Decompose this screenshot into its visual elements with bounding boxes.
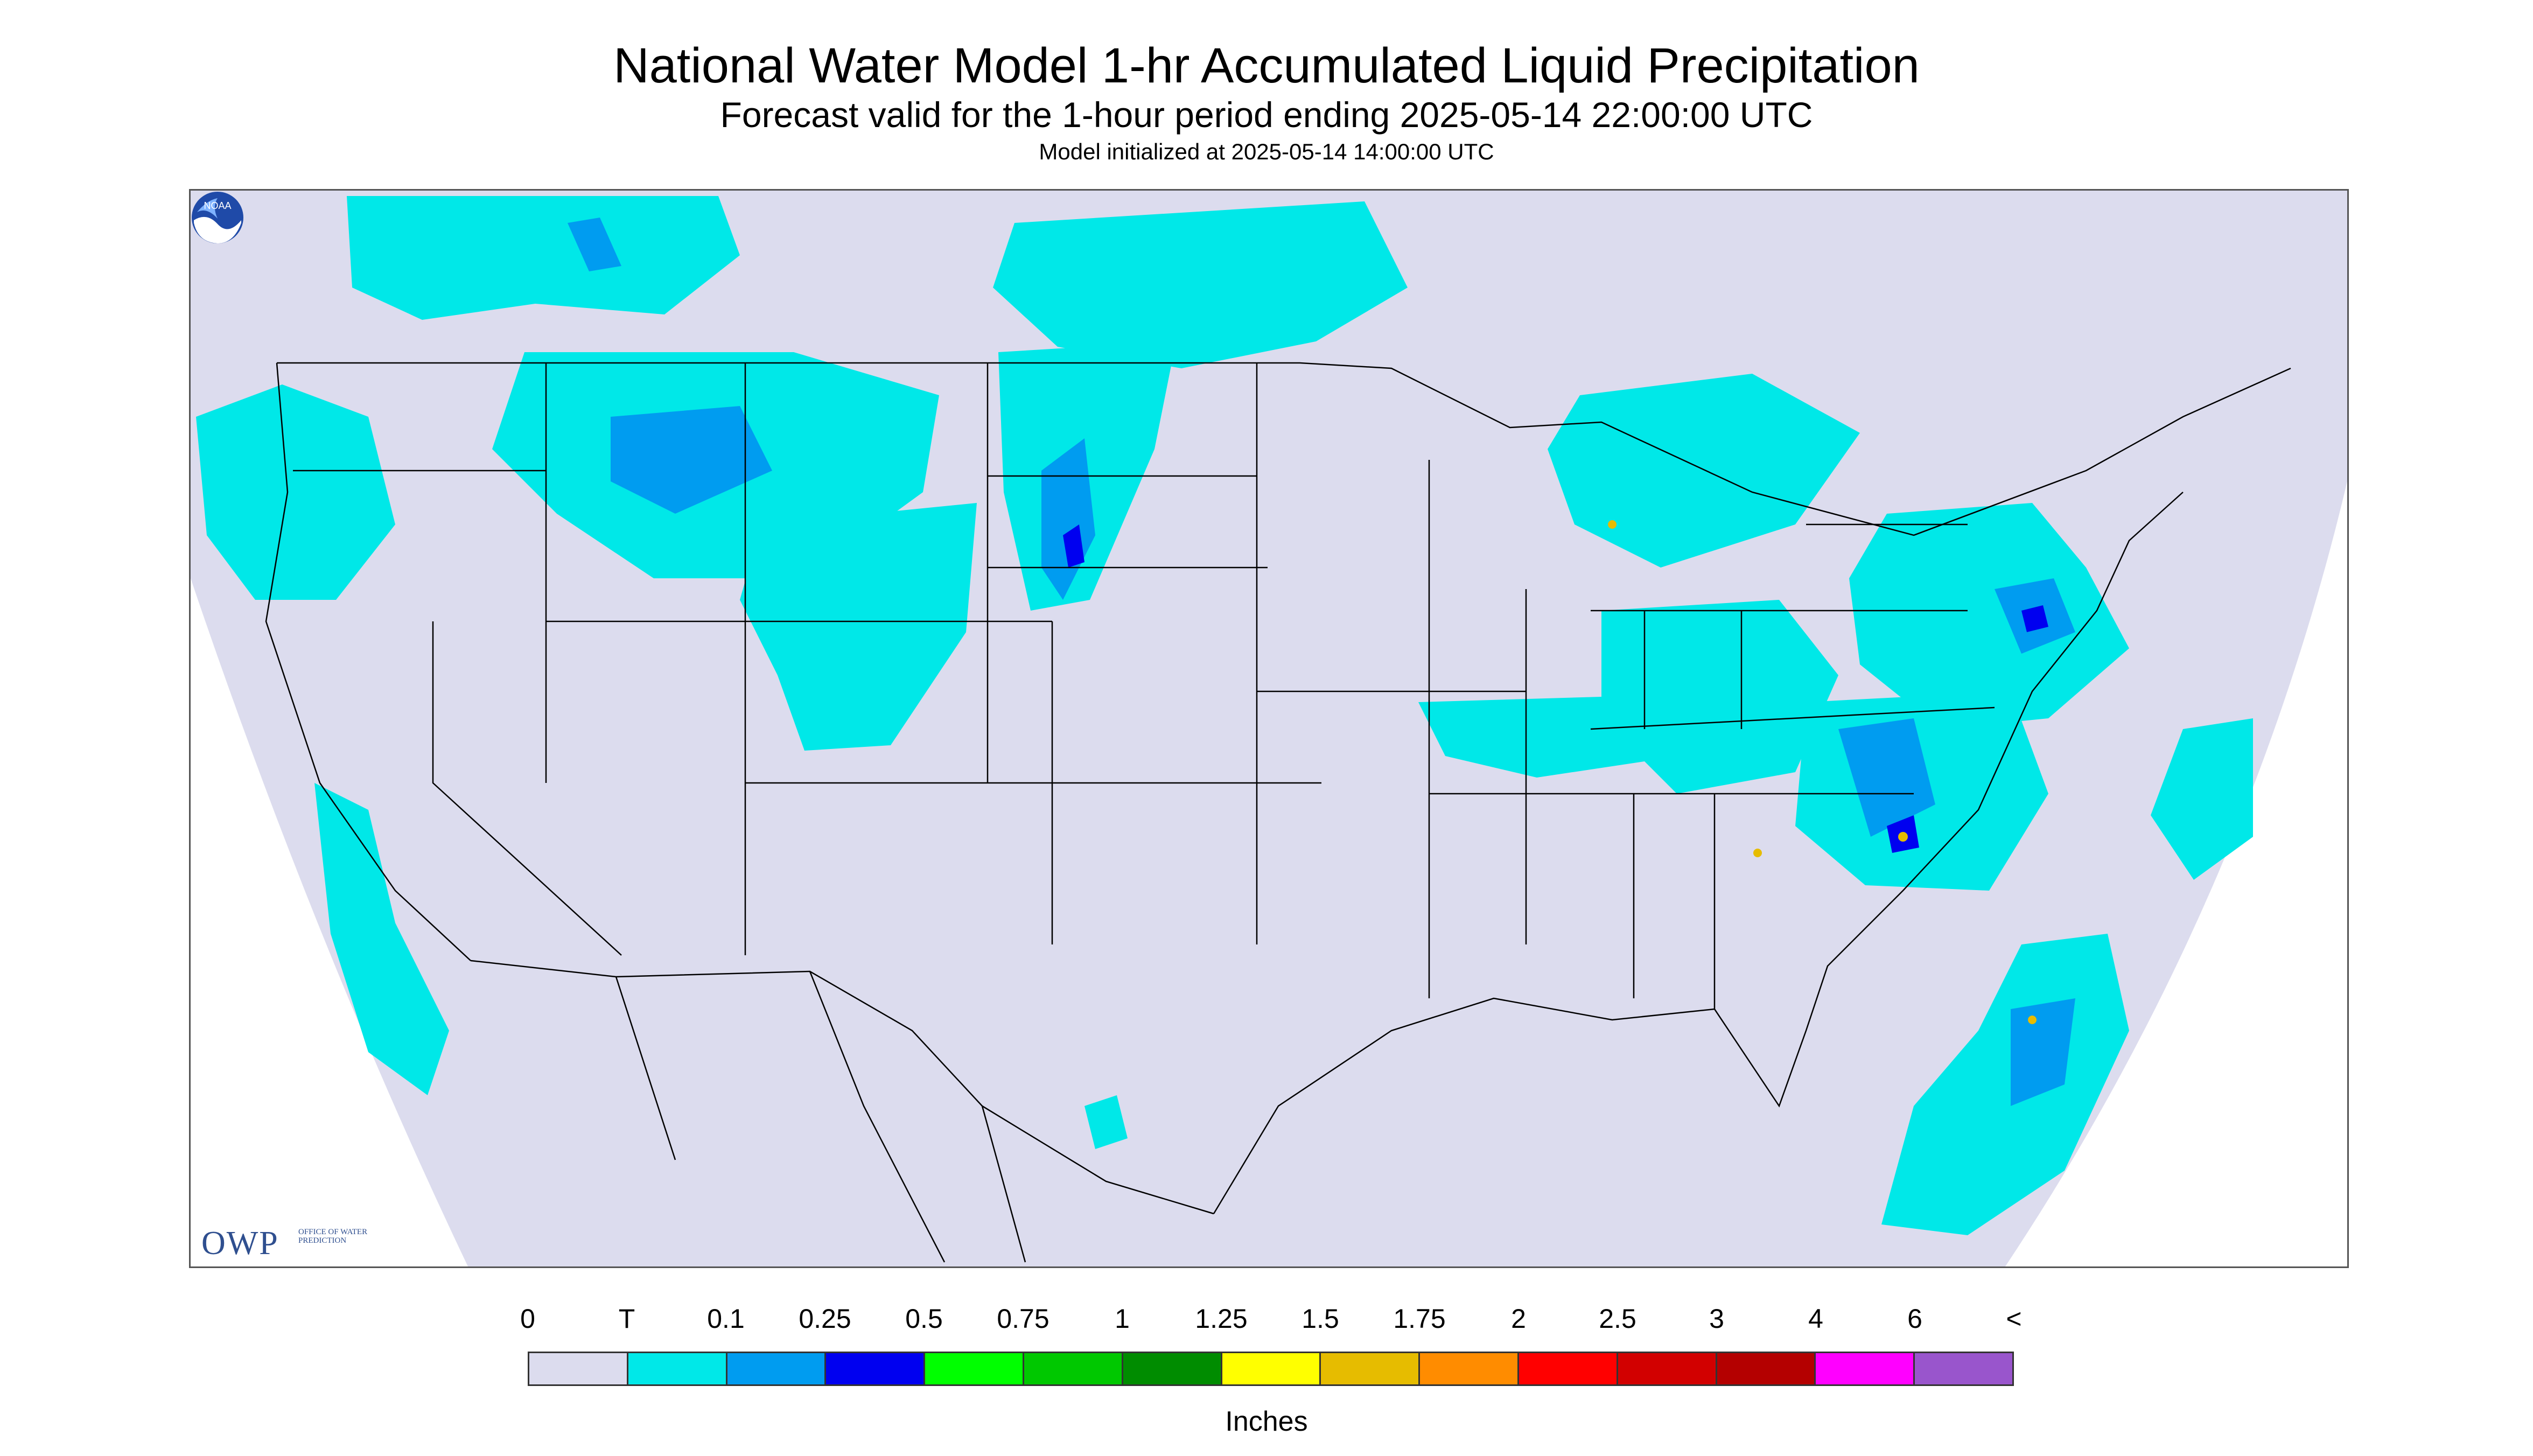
precip-max-northeast: [2021, 605, 2048, 632]
owp-logo-subtitle: OFFICE OF WATER PREDICTION: [298, 1228, 368, 1245]
precipitation-map: OWP OFFICE OF WATER PREDICTION NOAA: [189, 189, 2349, 1268]
legend-tick-label: 0.25: [799, 1304, 851, 1334]
precip-area-canada-north: [347, 196, 740, 320]
legend-swatch: [1915, 1353, 2012, 1384]
legend-swatch: [727, 1353, 827, 1384]
map-subtitle: Forecast valid for the 1-hour period end…: [720, 95, 1813, 135]
legend-tick-label: 1: [1115, 1304, 1130, 1334]
noaa-logo: NOAA: [192, 192, 243, 243]
owp-logo: OWP OFFICE OF WATER PREDICTION: [201, 1224, 374, 1262]
precip-core-virginia: [1838, 718, 1935, 837]
map-canvas: [191, 191, 2347, 1266]
noaa-logo-text: NOAA: [204, 200, 231, 211]
precip-area-mexico-small: [1084, 1095, 1128, 1149]
legend-swatch: [1222, 1353, 1321, 1384]
map-title: National Water Model 1-hr Accumulated Li…: [613, 38, 1920, 93]
precip-area-california-offshore: [314, 783, 449, 1095]
legend-swatch: [1717, 1353, 1816, 1384]
precip-area-great-lakes: [1548, 374, 1860, 568]
legend-tick-label: T: [618, 1304, 635, 1334]
precip-light-layer: [568, 218, 2075, 1106]
legend-tick-label: 1.25: [1195, 1304, 1248, 1334]
legend-tick-label: 4: [1808, 1304, 1823, 1334]
precip-heavy-cell-offshore: [2028, 1016, 2037, 1024]
state-line-2: [432, 621, 622, 956]
legend-swatch: [925, 1353, 1024, 1384]
pacific-coast: [265, 362, 471, 961]
precip-core-florida-offshore: [2011, 998, 2075, 1106]
legend-tick-label: 3: [1709, 1304, 1724, 1334]
legend-tick-label: 0.1: [707, 1304, 745, 1334]
legend-tick-label: 0: [520, 1304, 535, 1334]
precip-heavy-cell-michigan: [1608, 520, 1617, 529]
legend-tick-label: 1.5: [1302, 1304, 1339, 1334]
legend-tick-label: <: [2006, 1304, 2022, 1334]
precip-area-wyoming-colorado: [740, 503, 977, 751]
mexico-state-lines: [615, 971, 1026, 1263]
precip-core-canada: [568, 218, 621, 271]
model-init-text: Model initialized at 2025-05-14 14:00:00…: [1039, 139, 1494, 164]
us-canada-border: [277, 362, 2291, 536]
legend-swatch: [529, 1353, 628, 1384]
legend-swatch: [1123, 1353, 1222, 1384]
legend-swatch: [1816, 1353, 1915, 1384]
precip-area-tennessee-valley: [1418, 697, 1645, 778]
legend-swatches: [528, 1352, 2014, 1386]
precip-heavy-cell-virginia: [1898, 832, 1908, 842]
state-line-16: [1590, 706, 1995, 730]
legend-tick-label: 2.5: [1599, 1304, 1636, 1334]
color-legend: 0 T 0.1 0.25 0.5 0.75 1 1.25 1.5 1.75 2 2.5 3 4 6 <: [520, 1303, 2022, 1400]
precip-core-montana: [611, 406, 772, 514]
legend-tick-label: 6: [1907, 1304, 1922, 1334]
legend-tick-label: 1.75: [1393, 1304, 1446, 1334]
precip-area-pnw: [196, 384, 395, 600]
legend-tick-label: 2: [1511, 1304, 1526, 1334]
boundary-lines: [265, 362, 2291, 1263]
precip-area-northeast: [1849, 503, 2129, 729]
legend-swatch: [1519, 1353, 1618, 1384]
legend-swatch: [628, 1353, 727, 1384]
precip-max-dakotas: [1063, 524, 1084, 568]
legend-swatch: [1420, 1353, 1519, 1384]
legend-swatch: [1618, 1353, 1717, 1384]
precip-area-canada-prairie: [993, 201, 1408, 368]
precip-heavy-layer: [1608, 520, 2037, 1024]
gulf-atlantic-coast: [1213, 492, 2184, 1214]
owp-logo-letters: OWP: [201, 1225, 279, 1262]
legend-swatch: [826, 1353, 926, 1384]
legend-tick-label: 0.75: [997, 1304, 1049, 1334]
precip-area-ohio-valley: [1601, 600, 1838, 794]
legend-units: Inches: [1225, 1406, 1308, 1437]
legend-tick-label: 0.5: [905, 1304, 943, 1334]
legend-swatch: [1024, 1353, 1123, 1384]
precip-heavy-cell-georgia: [1753, 849, 1762, 857]
precip-area-atlantic-offshore: [2151, 718, 2253, 880]
legend-swatch: [1321, 1353, 1421, 1384]
